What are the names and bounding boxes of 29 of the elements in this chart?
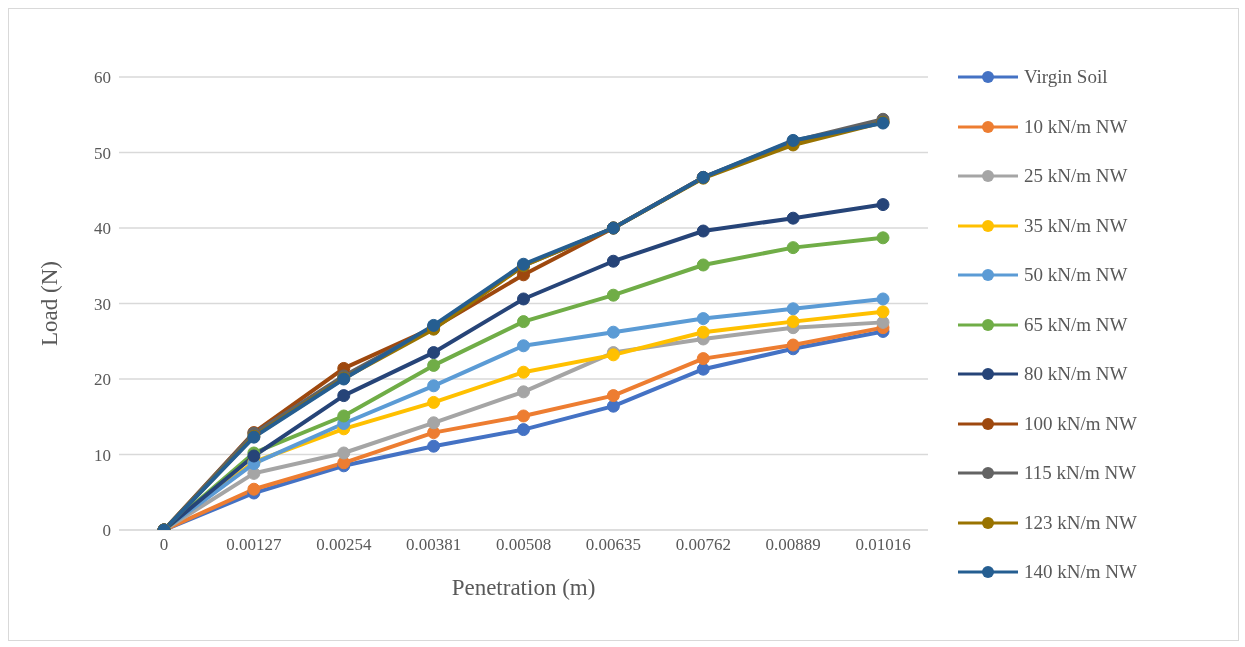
y-axis-title: Load (N)	[37, 261, 63, 346]
x-tick-label: 0	[159, 535, 169, 555]
y-tick-label: 50	[94, 143, 111, 163]
x-tick-label: 0.00762	[675, 535, 731, 555]
legend-label: 123 kN/m NW	[1024, 511, 1137, 534]
legend-label: 65 kN/m NW	[1024, 313, 1128, 336]
y-tick-label: 10	[94, 445, 111, 465]
y-tick-label: 40	[94, 219, 111, 239]
x-tick-label: 0.00254	[316, 535, 372, 555]
legend-label: 35 kN/m NW	[1024, 214, 1128, 237]
x-tick-label: 0.00381	[406, 535, 462, 555]
legend-label: 115 kN/m NW	[1024, 462, 1137, 484]
legend-label: 100 kN/m NW	[1024, 412, 1137, 435]
legend-label: 80 kN/m NW	[1024, 363, 1128, 385]
y-tick-label: 20	[94, 370, 111, 390]
legend-label: Virgin Soil	[1024, 66, 1108, 88]
x-tick-label: 0.01016	[855, 535, 911, 555]
legend-label: 50 kN/m NW	[1024, 264, 1128, 286]
legend-label: 25 kN/m NW	[1024, 165, 1128, 187]
legend-label: 10 kN/m NW	[1024, 115, 1128, 138]
x-axis-title: Penetration (m)	[451, 575, 596, 600]
x-tick-label: 0.00508	[495, 535, 552, 555]
y-tick-label: 0	[102, 521, 111, 541]
y-tick-label: 30	[94, 294, 111, 314]
x-tick-label: 0.00127	[226, 535, 282, 555]
x-tick-label: 0.00635	[585, 535, 641, 555]
x-tick-label: 0.00889	[765, 535, 821, 555]
y-tick-label: 60	[94, 68, 111, 88]
legend-label: 140 kN/m NW	[1024, 561, 1137, 583]
